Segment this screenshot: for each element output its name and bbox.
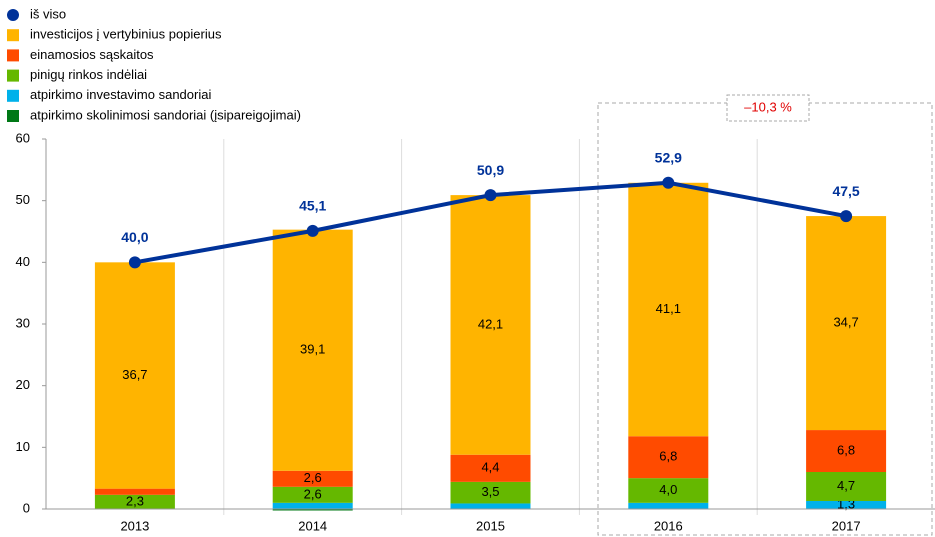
x-tick-label: 2015 bbox=[476, 518, 505, 533]
legend-marker bbox=[7, 89, 19, 102]
x-tick-label: 2017 bbox=[832, 518, 861, 533]
bar-segment bbox=[450, 481, 531, 504]
annotation-box bbox=[726, 94, 810, 122]
data-label: 42,1 bbox=[478, 316, 503, 331]
bar-segment bbox=[450, 454, 531, 482]
data-label: 36,7 bbox=[122, 367, 147, 382]
y-tick-label: 30 bbox=[16, 315, 30, 330]
y-tick-label: 50 bbox=[16, 192, 30, 207]
data-label: 4,0 bbox=[659, 482, 677, 497]
y-tick-label: 40 bbox=[16, 254, 30, 269]
total-label: 47,5 bbox=[832, 183, 859, 199]
data-label: 4,4 bbox=[481, 460, 499, 475]
x-tick-label: 2013 bbox=[120, 518, 149, 533]
bar-segment bbox=[806, 216, 887, 431]
legend-label: iš viso bbox=[30, 6, 66, 21]
legend-label: investicijos į vertybinius popierius bbox=[30, 27, 222, 42]
y-tick-label: 0 bbox=[23, 500, 30, 515]
legend-marker bbox=[7, 110, 19, 122]
legend-marker bbox=[7, 29, 19, 42]
bar-segment bbox=[272, 502, 353, 509]
bar-segment bbox=[806, 500, 887, 509]
total-point bbox=[306, 224, 319, 237]
data-label: 3,5 bbox=[481, 484, 499, 499]
bar-segment bbox=[94, 488, 175, 495]
total-point bbox=[128, 256, 141, 269]
annotation: –10,3 % bbox=[744, 99, 792, 114]
highlight-box bbox=[597, 102, 933, 536]
bar-segment bbox=[272, 486, 353, 503]
bar-segment bbox=[94, 494, 175, 509]
data-label: 6,8 bbox=[837, 442, 855, 457]
bar-segment bbox=[272, 509, 353, 511]
bar-segment bbox=[628, 502, 709, 509]
total-label: 45,1 bbox=[299, 198, 326, 214]
y-tick-label: 20 bbox=[16, 377, 30, 392]
data-label: 2,6 bbox=[304, 470, 322, 485]
total-label: 40,0 bbox=[121, 229, 148, 245]
legend-label: atpirkimo investavimo sandoriai bbox=[30, 87, 211, 102]
bar-segment bbox=[628, 478, 709, 503]
bar-segment bbox=[450, 195, 531, 455]
bar-segment bbox=[272, 470, 353, 487]
bar-segment bbox=[628, 182, 709, 437]
data-label: 2,3 bbox=[126, 493, 144, 508]
bar-segment bbox=[450, 503, 531, 509]
legend-marker bbox=[7, 9, 19, 21]
total-point bbox=[662, 176, 675, 189]
total-point bbox=[840, 210, 853, 223]
bar-segment bbox=[628, 436, 709, 479]
total-label: 50,9 bbox=[477, 162, 504, 178]
legend-label: einamosios sąskaitos bbox=[30, 47, 154, 62]
x-tick-label: 2014 bbox=[298, 518, 327, 533]
data-label: 34,7 bbox=[833, 315, 858, 330]
data-label: 41,1 bbox=[656, 301, 681, 316]
bar-segment bbox=[806, 472, 887, 501]
total-label: 52,9 bbox=[655, 149, 682, 165]
legend-marker bbox=[7, 69, 19, 82]
x-tick-label: 2016 bbox=[654, 518, 683, 533]
bar-segment bbox=[806, 430, 887, 472]
data-label: 2,6 bbox=[304, 486, 322, 501]
data-label: 6,8 bbox=[659, 449, 677, 464]
legend-label: atpirkimo skolinimosi sandoriai (įsipare… bbox=[30, 107, 301, 122]
legend-marker bbox=[7, 49, 19, 62]
data-label: 4,7 bbox=[837, 478, 855, 493]
bar-segment bbox=[94, 262, 175, 489]
legend-label: pinigų rinkos indėliai bbox=[30, 67, 147, 82]
bar-segment bbox=[272, 229, 353, 471]
y-tick-label: 10 bbox=[16, 439, 30, 454]
data-label: 39,1 bbox=[300, 342, 325, 357]
y-tick-label: 60 bbox=[16, 130, 30, 145]
total-point bbox=[484, 189, 497, 202]
